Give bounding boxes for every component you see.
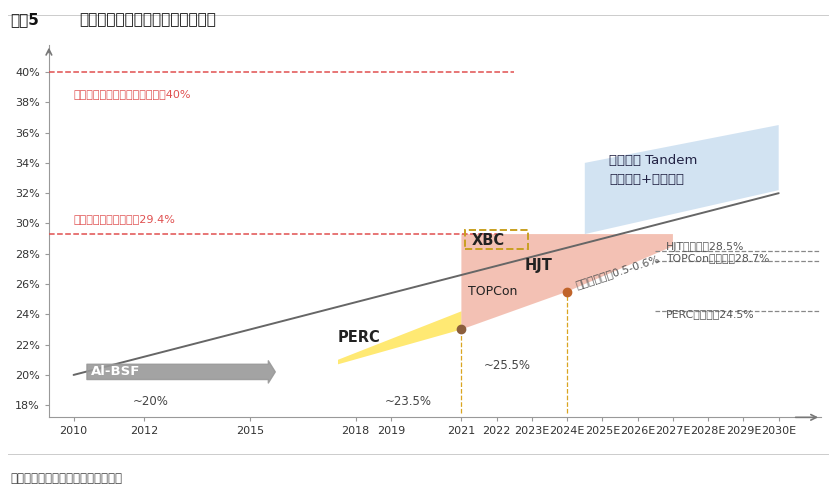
Text: XBC: XBC	[472, 234, 505, 248]
Polygon shape	[585, 125, 778, 234]
Text: 光伏电池技术转化效率及发展前景: 光伏电池技术转化效率及发展前景	[79, 12, 217, 27]
Text: TOPCon极限效率28.7%: TOPCon极限效率28.7%	[666, 252, 769, 262]
Text: 叠层电池 Tandem
（如晶硅+钙钛矿）: 叠层电池 Tandem （如晶硅+钙钛矿）	[609, 154, 698, 186]
FancyArrowPatch shape	[87, 361, 275, 383]
Text: 叠层电池理论极限效率有望突破40%: 叠层电池理论极限效率有望突破40%	[74, 89, 191, 99]
Text: HJT极限效率28.5%: HJT极限效率28.5%	[666, 242, 744, 252]
Text: ~25.5%: ~25.5%	[484, 359, 531, 372]
Text: Al-BSF: Al-BSF	[91, 366, 140, 378]
Text: ~23.5%: ~23.5%	[385, 395, 432, 408]
Text: PERC: PERC	[338, 329, 380, 345]
Text: HJT: HJT	[525, 258, 553, 273]
Text: 图表5: 图表5	[10, 12, 39, 27]
Text: 晶硅电池理论极限效率29.4%: 晶硅电池理论极限效率29.4%	[74, 214, 176, 224]
Polygon shape	[461, 234, 673, 329]
Text: TOPCon: TOPCon	[468, 285, 517, 298]
Text: PERC极限效率24.5%: PERC极限效率24.5%	[666, 310, 755, 319]
Text: 效率年均增长0.5-0.6%: 效率年均增长0.5-0.6%	[574, 253, 660, 290]
Text: ~20%: ~20%	[133, 395, 169, 408]
Polygon shape	[338, 311, 461, 365]
Text: 资料来源：上海交通大学，平安银行: 资料来源：上海交通大学，平安银行	[10, 472, 122, 485]
